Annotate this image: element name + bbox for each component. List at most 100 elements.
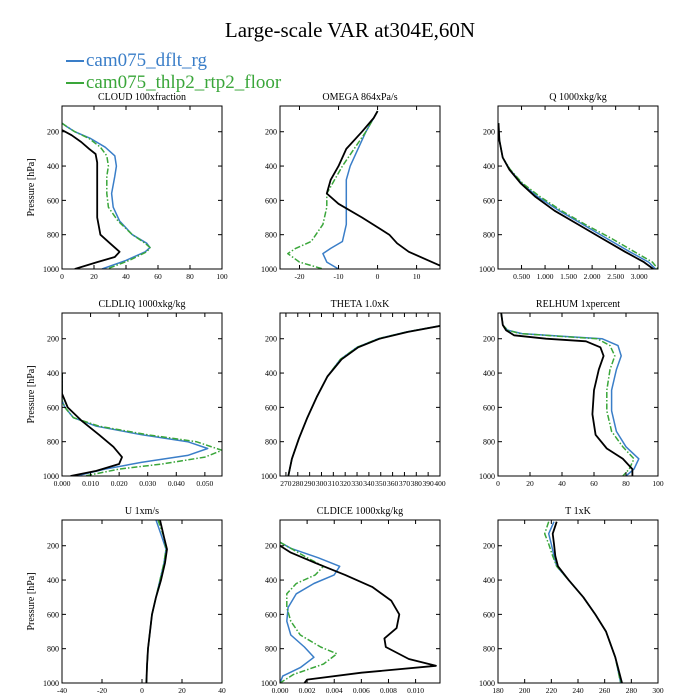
y-axis-label: Pressure [hPa] (26, 365, 37, 423)
y-tick-label: 400 (265, 162, 277, 171)
y-tick-label: 800 (265, 231, 277, 240)
series-line (551, 521, 623, 683)
series-line (543, 521, 622, 683)
series-line (145, 520, 167, 683)
y-tick-label: 400 (265, 576, 277, 585)
x-tick-label: 1.000 (537, 272, 554, 281)
y-tick-label: 600 (265, 610, 277, 619)
series-line (280, 541, 338, 683)
x-tick-label: -20 (295, 272, 305, 281)
x-tick-label: 0.006 (353, 686, 370, 695)
series-line (62, 129, 121, 269)
panel-title: Q 1000xkg/kg (549, 92, 607, 103)
x-tick-label: 0.000 (54, 479, 71, 488)
panel: CLDLIQ 1000xkg/kg Pressure [hPa] 200 400 600… (26, 299, 223, 488)
y-tick-label: 400 (47, 162, 59, 171)
x-tick-label: 400 (434, 479, 446, 488)
y-tick-label: 400 (47, 576, 59, 585)
x-tick-label: 20 (526, 479, 534, 488)
plot-frame (61, 312, 223, 477)
y-tick-label: 600 (265, 403, 277, 412)
panel: OMEGA 864xPa/s 200 400 600 800 1000 -20 -10 0 10 (261, 92, 441, 281)
x-tick-label: 60 (590, 479, 598, 488)
x-tick-label: 10 (413, 272, 421, 281)
x-tick-label: 290 (304, 479, 316, 488)
series-line (322, 110, 379, 269)
panel-title: RELHUM 1xpercent (536, 299, 620, 310)
y-tick-label: 200 (483, 335, 495, 344)
x-tick-label: 180 (492, 686, 504, 695)
x-tick-label: 80 (622, 479, 630, 488)
legend-label: cam075_dflt_rg (86, 50, 208, 71)
panel-title: T 1xK (565, 506, 591, 517)
panel-title: OMEGA 864xPa/s (322, 92, 397, 103)
x-tick-label: 380 (411, 479, 423, 488)
x-tick-label: 0 (496, 479, 500, 488)
plot-frame (497, 105, 659, 270)
series-line (62, 373, 209, 476)
x-tick-label: 2.000 (584, 272, 601, 281)
panel-title: CLDICE 1000xkg/kg (317, 506, 403, 517)
x-tick-label: 0.040 (168, 479, 185, 488)
y-tick-label: 400 (47, 369, 59, 378)
series-line (280, 541, 341, 683)
panel-title: CLOUD 100xfraction (98, 92, 186, 103)
plot-frame (497, 312, 659, 477)
x-tick-label: 220 (546, 686, 558, 695)
legend-label: cam075_thlp2_rtp2_floor (86, 72, 282, 93)
x-tick-label: 20 (178, 686, 186, 695)
series-line (62, 122, 151, 269)
x-tick-label: 0.004 (326, 686, 343, 695)
y-tick-label: 800 (47, 645, 59, 654)
plot-frame (61, 105, 223, 270)
x-tick-label: 0.008 (380, 686, 397, 695)
x-tick-label: 100 (652, 479, 664, 488)
plot-frame (279, 105, 441, 270)
y-tick-label: 1000 (261, 679, 277, 688)
y-axis-label: Pressure [hPa] (26, 158, 37, 216)
x-tick-label: 0.010 (407, 686, 424, 695)
y-tick-label: 800 (47, 438, 59, 447)
x-tick-label: 280 (626, 686, 638, 695)
figure-title: Large-scale VAR at304E,60N (224, 18, 476, 42)
plot-frame (279, 519, 441, 684)
x-tick-label: 200 (519, 686, 531, 695)
y-tick-label: 600 (47, 610, 59, 619)
y-tick-label: 1000 (479, 679, 495, 688)
x-tick-label: 280 (292, 479, 304, 488)
series-line (498, 123, 658, 269)
x-tick-label: 340 (363, 479, 375, 488)
y-tick-label: 1000 (43, 472, 59, 481)
x-tick-label: 40 (218, 686, 226, 695)
x-tick-label: 240 (572, 686, 584, 695)
legend-swatch (66, 60, 84, 62)
series-line (62, 373, 222, 476)
y-tick-label: 200 (265, 128, 277, 137)
legend-entry-dflt: cam075_dflt_rg (66, 50, 207, 72)
x-tick-label: 1.500 (560, 272, 577, 281)
y-tick-label: 1000 (479, 472, 495, 481)
x-tick-label: 2.500 (607, 272, 624, 281)
y-axis-label: Pressure [hPa] (26, 572, 37, 630)
x-tick-label: 300 (316, 479, 328, 488)
y-tick-label: 600 (483, 196, 495, 205)
series-line (62, 122, 151, 269)
series-line (287, 110, 379, 269)
legend-swatch (66, 82, 84, 84)
x-tick-label: 0 (376, 272, 380, 281)
x-tick-label: 310 (328, 479, 340, 488)
plot-frame (61, 519, 223, 684)
y-tick-label: 400 (483, 576, 495, 585)
series-line (62, 373, 123, 476)
panel-title: THETA 1.0xK (331, 299, 390, 310)
series-line (145, 520, 168, 683)
y-tick-label: 200 (265, 335, 277, 344)
series-line (547, 521, 622, 683)
x-tick-label: 60 (154, 272, 162, 281)
x-tick-label: 100 (216, 272, 228, 281)
y-tick-label: 800 (47, 231, 59, 240)
